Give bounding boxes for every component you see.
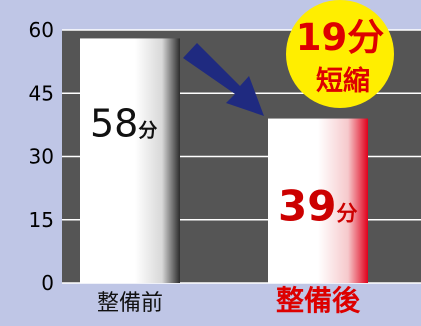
y-tick-label: 0 <box>41 271 54 295</box>
y-tick-label: 60 <box>29 18 54 42</box>
data-label-unit: 分 <box>138 119 157 141</box>
badge-reduction-amount: 19分 <box>296 16 385 59</box>
data-label-value: 39分 <box>278 182 357 231</box>
x-category-label: 整備後 <box>276 284 361 317</box>
data-label-unit: 分 <box>336 202 357 226</box>
decrease-arrow <box>183 43 264 116</box>
y-tick-label: 30 <box>29 145 54 169</box>
data-label-value: 58分 <box>90 101 157 145</box>
y-tick-label: 15 <box>29 208 54 232</box>
data-label-number: 58 <box>90 101 138 145</box>
y-tick-label: 45 <box>29 81 54 105</box>
badge-circle <box>286 0 394 108</box>
bar-before <box>80 38 180 283</box>
data-label-number: 39 <box>278 182 336 231</box>
badge-reduction-label: 短縮 <box>316 65 370 97</box>
x-category-label: 整備前 <box>97 291 163 316</box>
bar-after <box>268 118 368 283</box>
